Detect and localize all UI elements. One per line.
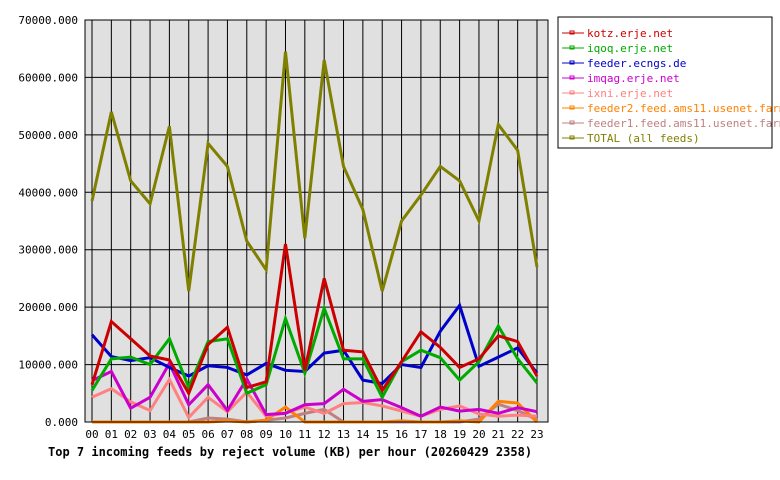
x-tick-label: 07 bbox=[221, 428, 234, 441]
x-tick-label: 16 bbox=[395, 428, 408, 441]
x-tick-label: 23 bbox=[530, 428, 543, 441]
legend-item: TOTAL (all feeds) bbox=[562, 132, 700, 145]
x-tick-label: 03 bbox=[143, 428, 156, 441]
y-tick-label: 10000.000 bbox=[18, 359, 78, 372]
x-tick-label: 02 bbox=[124, 428, 137, 441]
x-tick-label: 13 bbox=[337, 428, 350, 441]
legend-label: kotz.erje.net bbox=[587, 27, 673, 40]
x-tick-label: 06 bbox=[201, 428, 214, 441]
y-axis-labels: 0.000 10000.000 20000.000 30000.000 40000.00… bbox=[18, 14, 78, 429]
legend-marker bbox=[569, 60, 575, 65]
x-tick-label: 17 bbox=[414, 428, 427, 441]
series-line-0 bbox=[90, 243, 539, 397]
y-tick-label: 0.000 bbox=[45, 416, 78, 429]
legend-label: feeder2.feed.ams11.usenet.farm bbox=[587, 102, 780, 115]
x-tick-label: 19 bbox=[453, 428, 466, 441]
legend-marker bbox=[569, 105, 575, 110]
legend-label: ixni.erje.net bbox=[587, 87, 673, 100]
series-line-4 bbox=[91, 376, 538, 420]
x-tick-label: 09 bbox=[260, 428, 273, 441]
x-tick-label: 11 bbox=[298, 428, 311, 441]
chart-title: Top 7 incoming feeds by reject volume (K… bbox=[48, 445, 532, 459]
legend-marker bbox=[569, 30, 575, 35]
x-tick-label: 08 bbox=[240, 428, 253, 441]
x-tick-label: 21 bbox=[492, 428, 505, 441]
y-tick-label: 20000.000 bbox=[18, 301, 78, 314]
y-tick-label: 40000.000 bbox=[18, 186, 78, 199]
x-tick-label: 04 bbox=[163, 428, 177, 441]
x-tick-label: 01 bbox=[105, 428, 118, 441]
legend-marker bbox=[569, 75, 575, 80]
x-tick-label: 12 bbox=[318, 428, 331, 441]
grid bbox=[85, 19, 548, 423]
legend-marker bbox=[569, 135, 575, 140]
series-line-3 bbox=[91, 360, 538, 418]
legend-item: imqag.erje.net bbox=[562, 72, 680, 85]
y-tick-label: 50000.000 bbox=[18, 129, 78, 142]
x-tick-label: 10 bbox=[279, 428, 292, 441]
legend-marker bbox=[569, 90, 575, 95]
y-tick-label: 60000.000 bbox=[18, 71, 78, 84]
legend-item: ixni.erje.net bbox=[562, 87, 673, 100]
series-line-2 bbox=[90, 302, 539, 386]
x-tick-label: 05 bbox=[182, 428, 195, 441]
x-tick-label: 20 bbox=[472, 428, 485, 441]
plot-area bbox=[85, 20, 548, 422]
legend-label: imqag.erje.net bbox=[587, 72, 680, 85]
legend-label: feeder.ecngs.de bbox=[587, 57, 686, 70]
legend-item: feeder.ecngs.de bbox=[562, 57, 686, 70]
x-tick-label: 18 bbox=[434, 428, 447, 441]
legend-marker bbox=[569, 45, 575, 50]
legend-label: feeder1.feed.ams11.usenet.farm bbox=[587, 117, 780, 130]
series-line-1 bbox=[90, 303, 539, 401]
legend-label: iqoq.erje.net bbox=[587, 42, 673, 55]
legend-item: iqoq.erje.net bbox=[562, 42, 673, 55]
legend-label: TOTAL (all feeds) bbox=[587, 132, 700, 145]
plot-frame bbox=[84, 19, 549, 423]
legend-item: feeder1.feed.ams11.usenet.farm bbox=[562, 117, 780, 130]
y-tick-label: 70000.000 bbox=[18, 14, 78, 27]
x-tick-label: 14 bbox=[356, 428, 370, 441]
legend: kotz.erje.net iqoq.erje.net feeder.ecngs.d… bbox=[557, 16, 780, 149]
legend-marker bbox=[569, 120, 575, 125]
x-tick-label: 15 bbox=[376, 428, 389, 441]
legend-item: feeder2.feed.ams11.usenet.farm bbox=[562, 102, 780, 115]
legend-item: kotz.erje.net bbox=[562, 27, 673, 40]
x-tick-label: 00 bbox=[85, 428, 98, 441]
y-tick-label: 30000.000 bbox=[18, 244, 78, 257]
series-line-7 bbox=[90, 51, 539, 292]
x-tick-label: 22 bbox=[511, 428, 524, 441]
x-axis-labels: 00 01 02 03 04 05 06 07 08 09 10 11 12 13 14 15 16 17 18 19… bbox=[85, 428, 543, 441]
